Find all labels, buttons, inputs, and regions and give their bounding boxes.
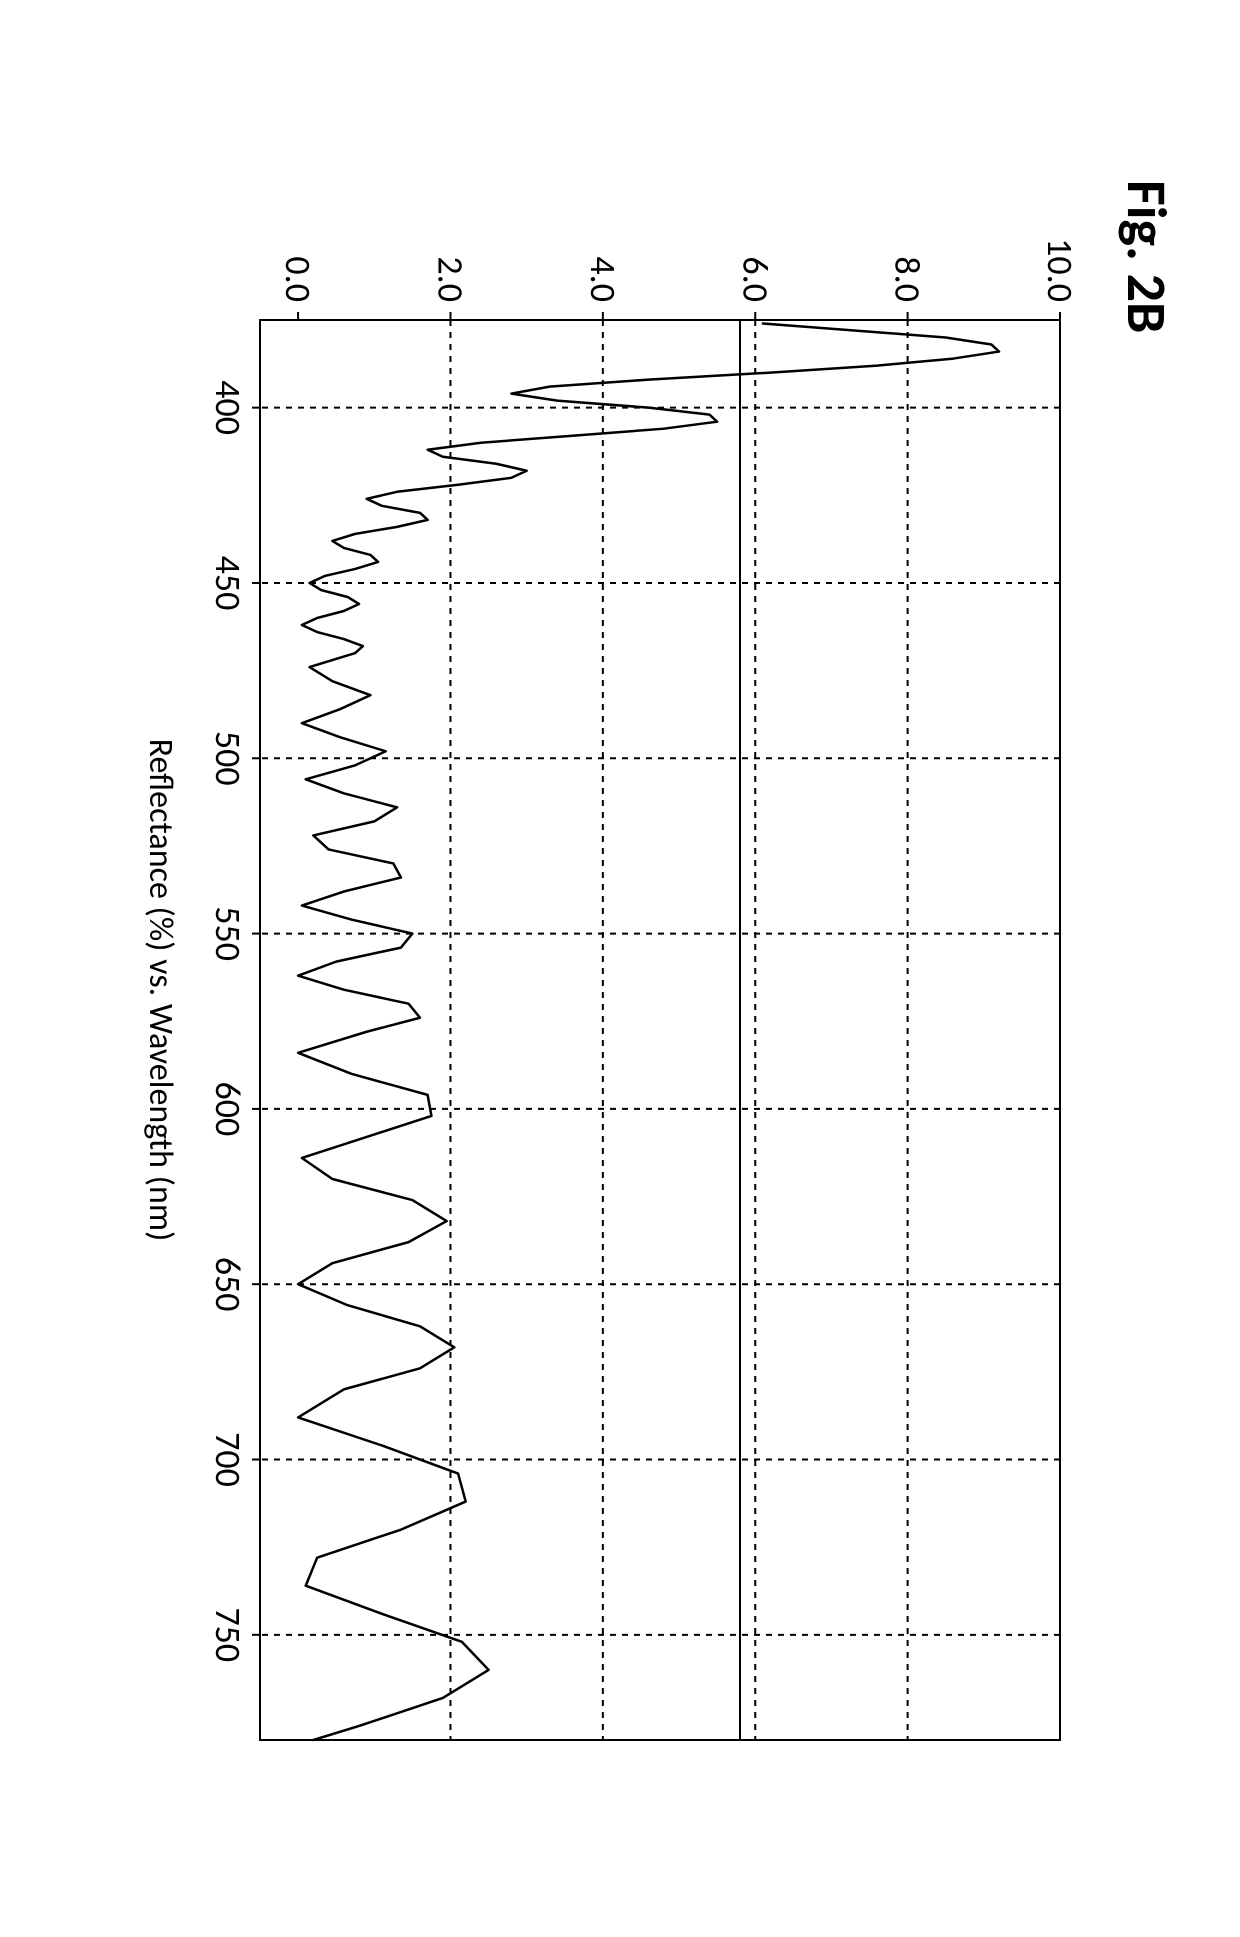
- figure-title: Fig. 2B: [1112, 180, 1180, 333]
- svg-text:750: 750: [206, 1607, 250, 1662]
- svg-text:700: 700: [206, 1432, 250, 1487]
- svg-text:450: 450: [206, 556, 250, 611]
- svg-text:4.0: 4.0: [581, 256, 625, 302]
- x-axis-caption: Reflectance (%) vs. Wavelength (nm): [140, 200, 181, 1780]
- svg-text:8.0: 8.0: [886, 256, 930, 302]
- svg-text:10.0: 10.0: [1038, 238, 1080, 302]
- svg-text:6.0: 6.0: [733, 256, 777, 302]
- svg-text:650: 650: [206, 1257, 250, 1312]
- svg-text:400: 400: [206, 380, 250, 435]
- svg-text:550: 550: [206, 906, 250, 961]
- svg-text:500: 500: [206, 731, 250, 786]
- chart-svg: 0.0 2.0 4.0 6.0 8.0 10.0 400 450 500 550 600 650 700…: [180, 200, 1080, 1780]
- svg-text:600: 600: [206, 1082, 250, 1137]
- svg-text:2.0: 2.0: [428, 256, 472, 302]
- reflectance-chart: 0.0 2.0 4.0 6.0 8.0 10.0 400 450 500 550 600 650 700…: [120, 200, 1080, 1780]
- svg-text:0.0: 0.0: [276, 256, 320, 302]
